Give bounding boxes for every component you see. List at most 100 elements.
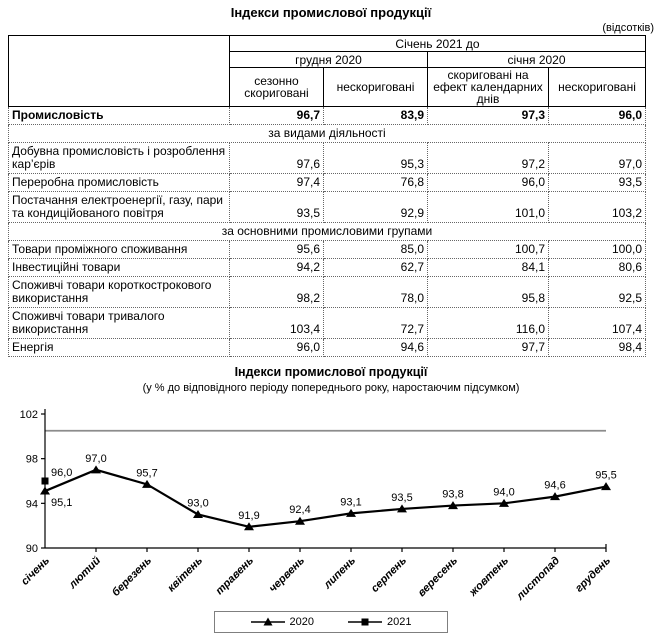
value-cell: 100,0: [548, 240, 646, 259]
x-category-label: липень: [321, 555, 358, 592]
triangle-marker-icon: [346, 508, 356, 517]
triangle-marker-icon: [91, 465, 101, 474]
value-cell: 107,4: [548, 307, 646, 339]
x-category-label: січень: [19, 555, 52, 588]
table-row: Промисловість 96,7 83,9 97,3 96,0: [8, 106, 646, 125]
x-category-label: червень: [267, 555, 307, 595]
header-group-dec2020: грудня 2020: [229, 51, 428, 68]
section-row: за видами діяльності: [8, 124, 646, 143]
table-row: Постачання електроенергії, газу, пари та…: [8, 191, 646, 223]
value-cell: 80,6: [548, 258, 646, 277]
table-row: Енергія 96,0 94,6 97,7 98,4: [8, 338, 646, 357]
table-row: Інвестиційні товари 94,2 62,7 84,1 80,6: [8, 258, 646, 277]
table-row: Споживчі товари тривалого використання 10…: [8, 307, 646, 339]
value-cell: 72,7: [323, 307, 428, 339]
header-col-calendar: скориговані на ефект календарних днів: [427, 67, 549, 107]
triangle-marker-icon: [397, 504, 407, 513]
header-row-top: Січень 2021 до: [8, 35, 646, 107]
value-cell: 98,2: [229, 276, 324, 308]
x-category-label: лютий: [66, 554, 103, 591]
header-top-span: Січень 2021 до: [229, 35, 646, 52]
value-cell: 116,0: [427, 307, 549, 339]
value-cell: 97,2: [427, 142, 549, 174]
value-cell: 97,4: [229, 173, 324, 192]
value-cell: 103,4: [229, 307, 324, 339]
value-cell: 83,9: [323, 106, 428, 125]
value-cell: 100,7: [427, 240, 549, 259]
table-header: Січень 2021 до грудня 2020 січня 2020 се…: [8, 35, 646, 107]
value-cell: 92,5: [548, 276, 646, 308]
value-cell: 96,0: [427, 173, 549, 192]
data-point-label: 93,1: [340, 496, 361, 508]
x-category-label: квітень: [165, 555, 205, 595]
value-cell: 76,8: [323, 173, 428, 192]
section-label: за основними промисловими групами: [8, 222, 646, 241]
data-point-label: 95,1: [51, 497, 72, 509]
triangle-marker-icon: [193, 510, 203, 518]
y-tick-label: 98: [26, 454, 38, 466]
triangle-marker-icon: [142, 479, 152, 488]
data-point-label: 97,0: [85, 453, 106, 465]
value-cell: 94,6: [323, 338, 428, 357]
x-category-label: листопад: [514, 554, 563, 603]
row-label: Енергія: [8, 338, 230, 357]
value-cell: 103,2: [548, 191, 646, 223]
triangle-marker-icon: [250, 617, 285, 626]
row-label: Товари проміжного споживання: [8, 240, 230, 259]
data-point-label: 92,4: [289, 504, 310, 516]
value-cell: 78,0: [323, 276, 428, 308]
data-point-label: 93,0: [187, 498, 208, 510]
chart-title: Індекси промислової продукції: [234, 365, 428, 379]
data-point-label: 91,9: [238, 510, 259, 522]
chart-legend: 2020 2021: [213, 611, 449, 633]
square-marker-icon: [348, 618, 382, 626]
row-label: Добувна промисловість і розроблення кар’…: [8, 142, 230, 174]
value-cell: 92,9: [323, 191, 428, 223]
header-col-seasonal: сезонно скориговані: [229, 67, 324, 107]
x-category-label: жовтень: [466, 555, 511, 600]
value-cell: 97,6: [229, 142, 324, 174]
table-title: Індекси промислової продукції: [230, 5, 432, 20]
data-point-label: 93,5: [391, 492, 412, 504]
row-label: Промисловість: [8, 106, 230, 125]
triangle-marker-icon: [244, 522, 254, 531]
legend-label-2020: 2020: [289, 616, 314, 628]
triangle-marker-icon: [40, 486, 50, 495]
header-row-columns: сезонно скориговані нескориговані скориг…: [9, 67, 646, 107]
chart-subtitle: (у % до відповідного періоду попередньог…: [142, 382, 520, 394]
x-category-label: вересень: [416, 555, 460, 599]
value-cell: 93,5: [229, 191, 324, 223]
section-label: за видами діяльності: [8, 124, 646, 143]
value-cell: 95,3: [323, 142, 428, 174]
legend-item-2021: 2021: [348, 616, 411, 628]
value-cell: 97,3: [427, 106, 549, 125]
value-cell: 84,1: [427, 258, 549, 277]
units-note: (відсотків): [602, 22, 654, 34]
row-label: Інвестиційні товари: [8, 258, 230, 277]
y-tick-label: 102: [20, 409, 38, 421]
triangle-marker-icon: [550, 492, 560, 501]
square-marker-icon: [41, 477, 49, 485]
table-body: Промисловість 96,7 83,9 97,3 96,0 за видами д…: [8, 106, 646, 357]
data-point-label: 94,6: [544, 480, 565, 492]
value-cell: 101,0: [427, 191, 549, 223]
triangle-marker-icon: [601, 482, 611, 491]
value-cell: 98,4: [548, 338, 646, 357]
indices-table: Січень 2021 до грудня 2020 січня 2020 се…: [8, 35, 646, 357]
value-cell: 96,7: [229, 106, 324, 125]
table-row: Переробна промисловість 97,4 76,8 96,0 93,5: [8, 173, 646, 192]
value-cell: 96,0: [229, 338, 324, 357]
y-tick-label: 90: [26, 543, 38, 555]
x-category-label: травень: [213, 555, 256, 598]
header-col-unadjusted-2: нескориговані: [548, 67, 646, 107]
triangle-marker-icon: [295, 516, 305, 525]
header-col-unadjusted-1: нескориговані: [323, 67, 428, 107]
chart-block: Індекси промислової продукції (у % до ві…: [0, 365, 662, 633]
data-point-label: 94,0: [493, 486, 514, 498]
x-category-label: березень: [110, 555, 154, 599]
data-point-label: 95,5: [595, 470, 616, 482]
row-label: Споживчі товари короткострокового викори…: [8, 276, 230, 308]
value-cell: 95,8: [427, 276, 549, 308]
value-cell: 85,0: [323, 240, 428, 259]
table-row: Товари проміжного споживання 95,6 85,0 100,…: [8, 240, 646, 259]
